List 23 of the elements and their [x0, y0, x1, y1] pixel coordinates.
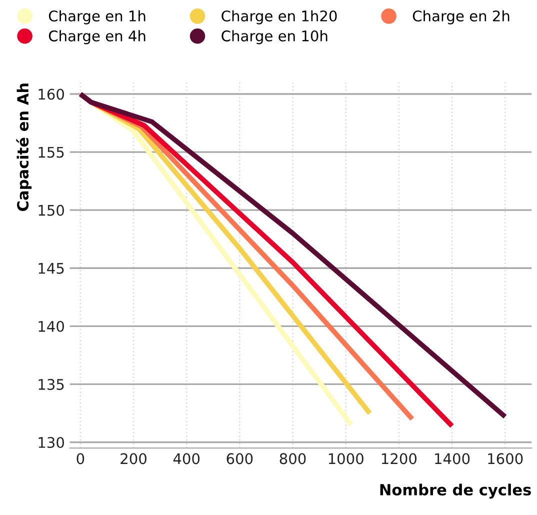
legend-label: Charge en 2h: [412, 10, 510, 24]
y-tick-label: 140: [38, 320, 64, 332]
legend-label: Charge en 10h: [222, 30, 328, 44]
legend-label: Charge en 1h20: [222, 10, 337, 24]
x-tick-label: 1200: [382, 453, 417, 464]
x-tick-label: 0: [76, 453, 84, 464]
x-axis-title: Nombre de cycles: [380, 484, 531, 499]
x-tick-label: 1000: [328, 453, 364, 464]
y-tick-label: 160: [38, 88, 64, 100]
y-tick-label: 155: [38, 146, 64, 158]
y-tick-label: 150: [38, 204, 64, 216]
x-tick-label: 600: [226, 453, 253, 464]
y-tick-label: 130: [38, 436, 64, 448]
y-tick-label: 145: [38, 263, 64, 274]
y-tick-label: 135: [38, 378, 64, 390]
x-tick-label: 1400: [435, 453, 470, 464]
legend-label: Charge en 4h: [48, 30, 146, 44]
legend-label: Charge en 1h: [48, 10, 146, 24]
x-tick-label: 800: [280, 453, 306, 464]
x-tick-label: 400: [173, 453, 200, 464]
y-axis-title: Capacité en Ah: [16, 84, 32, 211]
x-tick-label: 1600: [488, 453, 523, 464]
x-tick-label: 200: [120, 453, 146, 464]
